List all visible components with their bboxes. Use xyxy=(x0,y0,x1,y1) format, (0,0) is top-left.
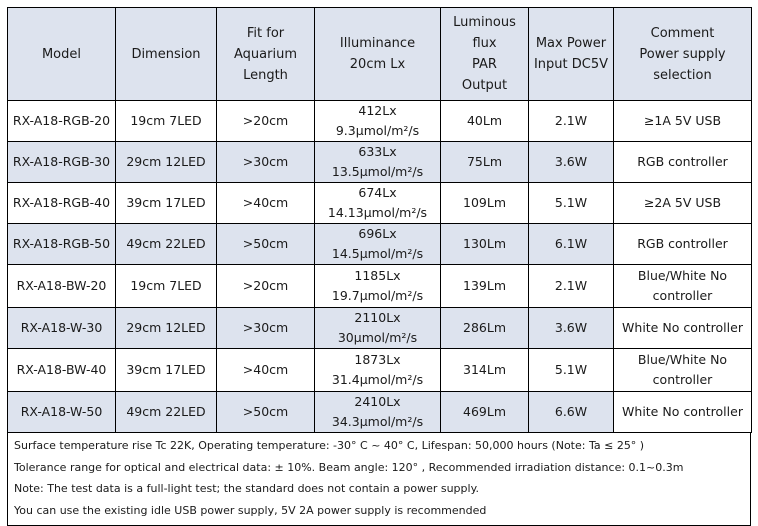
table-row: RX-A18-RGB-50 49cm 22LED >50cm 696Lx 14.… xyxy=(7,223,752,265)
cell-comment: White No controller xyxy=(613,391,752,433)
table-row: RX-A18-W-50 49cm 22LED >50cm 2410Lx 34.3… xyxy=(7,391,752,433)
cell-model: RX-A18-W-30 xyxy=(7,307,116,349)
header-fit: Fit for Aquarium Length xyxy=(216,7,315,101)
spec-table: Model Dimension Fit for Aquarium Length … xyxy=(7,7,752,433)
cell-luminous: 469Lm xyxy=(440,391,529,433)
header-model: Model xyxy=(7,7,116,101)
table-row: RX-A18-RGB-20 19cm 7LED >20cm 412Lx 9.3μ… xyxy=(7,100,752,142)
cell-power: 6.1W xyxy=(528,223,614,265)
cell-model: RX-A18-RGB-30 xyxy=(7,141,116,183)
cell-model: RX-A18-W-50 xyxy=(7,391,116,433)
header-row: Model Dimension Fit for Aquarium Length … xyxy=(7,7,752,101)
table-row: RX-A18-W-30 29cm 12LED >30cm 2110Lx 30μm… xyxy=(7,307,752,349)
header-dimension: Dimension xyxy=(115,7,217,101)
note-line: Surface temperature rise Tc 22K, Operati… xyxy=(14,439,645,452)
cell-luminous: 286Lm xyxy=(440,307,529,349)
cell-fit: >20cm xyxy=(216,264,315,308)
cell-fit: >30cm xyxy=(216,141,315,183)
cell-fit: >50cm xyxy=(216,391,315,433)
spec-sheet: Model Dimension Fit for Aquarium Length … xyxy=(7,7,752,526)
header-power: Max Power Input DC5V xyxy=(528,7,614,101)
cell-model: RX-A18-RGB-40 xyxy=(7,182,116,224)
cell-luminous: 40Lm xyxy=(440,100,529,142)
header-illuminance: Illuminance 20cm Lx xyxy=(314,7,441,101)
cell-dimension: 49cm 22LED xyxy=(115,391,217,433)
cell-dimension: 29cm 12LED xyxy=(115,307,217,349)
cell-fit: >40cm xyxy=(216,348,315,392)
cell-dimension: 19cm 7LED xyxy=(115,264,217,308)
cell-comment: RGB controller xyxy=(613,141,752,183)
cell-model: RX-A18-BW-20 xyxy=(7,264,116,308)
note-line: Note: The test data is a full-light test… xyxy=(14,482,480,495)
cell-model: RX-A18-RGB-20 xyxy=(7,100,116,142)
cell-power: 3.6W xyxy=(528,141,614,183)
cell-comment: Blue/White No controller xyxy=(613,264,752,308)
cell-dimension: 19cm 7LED xyxy=(115,100,217,142)
table-row: RX-A18-BW-40 39cm 17LED >40cm 1873Lx 31.… xyxy=(7,348,752,392)
cell-luminous: 314Lm xyxy=(440,348,529,392)
cell-fit: >20cm xyxy=(216,100,315,142)
cell-power: 6.6W xyxy=(528,391,614,433)
cell-illuminance: 674Lx 14.13μmol/m²/s xyxy=(314,182,441,224)
table-row: RX-A18-RGB-40 39cm 17LED >40cm 674Lx 14.… xyxy=(7,182,752,224)
cell-power: 3.6W xyxy=(528,307,614,349)
cell-model: RX-A18-RGB-50 xyxy=(7,223,116,265)
cell-dimension: 39cm 17LED xyxy=(115,182,217,224)
cell-fit: >40cm xyxy=(216,182,315,224)
header-comment: Comment Power supply selection xyxy=(613,7,752,101)
cell-illuminance: 696Lx 14.5μmol/m²/s xyxy=(314,223,441,265)
cell-dimension: 39cm 17LED xyxy=(115,348,217,392)
cell-luminous: 130Lm xyxy=(440,223,529,265)
cell-illuminance: 2410Lx 34.3μmol/m²/s xyxy=(314,391,441,433)
cell-illuminance: 2110Lx 30μmol/m²/s xyxy=(314,307,441,349)
cell-comment: White No controller xyxy=(613,307,752,349)
cell-dimension: 49cm 22LED xyxy=(115,223,217,265)
note-line: Tolerance range for optical and electric… xyxy=(14,460,684,474)
note-line: You can use the existing idle USB power … xyxy=(14,503,487,517)
cell-illuminance: 633Lx 13.5μmol/m²/s xyxy=(314,141,441,183)
cell-luminous: 75Lm xyxy=(440,141,529,183)
header-luminous: Luminous flux PAR Output xyxy=(440,7,529,101)
cell-illuminance: 1873Lx 31.4μmol/m²/s xyxy=(314,348,441,392)
cell-model: RX-A18-BW-40 xyxy=(7,348,116,392)
cell-illuminance: 1185Lx 19.7μmol/m²/s xyxy=(314,264,441,308)
table-row: RX-A18-RGB-30 29cm 12LED >30cm 633Lx 13.… xyxy=(7,141,752,183)
notes-block: Surface temperature rise Tc 22K, Operati… xyxy=(7,433,751,526)
cell-luminous: 109Lm xyxy=(440,182,529,224)
cell-power: 2.1W xyxy=(528,100,614,142)
cell-illuminance: 412Lx 9.3μmol/m²/s xyxy=(314,100,441,142)
cell-power: 5.1W xyxy=(528,348,614,392)
cell-fit: >50cm xyxy=(216,223,315,265)
cell-luminous: 139Lm xyxy=(440,264,529,308)
cell-fit: >30cm xyxy=(216,307,315,349)
cell-comment: ≥2A 5V USB xyxy=(613,182,752,224)
cell-comment: RGB controller xyxy=(613,223,752,265)
cell-comment: ≥1A 5V USB xyxy=(613,100,752,142)
cell-dimension: 29cm 12LED xyxy=(115,141,217,183)
cell-power: 2.1W xyxy=(528,264,614,308)
cell-comment: Blue/White No controller xyxy=(613,348,752,392)
table-row: RX-A18-BW-20 19cm 7LED >20cm 1185Lx 19.7… xyxy=(7,264,752,308)
cell-power: 5.1W xyxy=(528,182,614,224)
